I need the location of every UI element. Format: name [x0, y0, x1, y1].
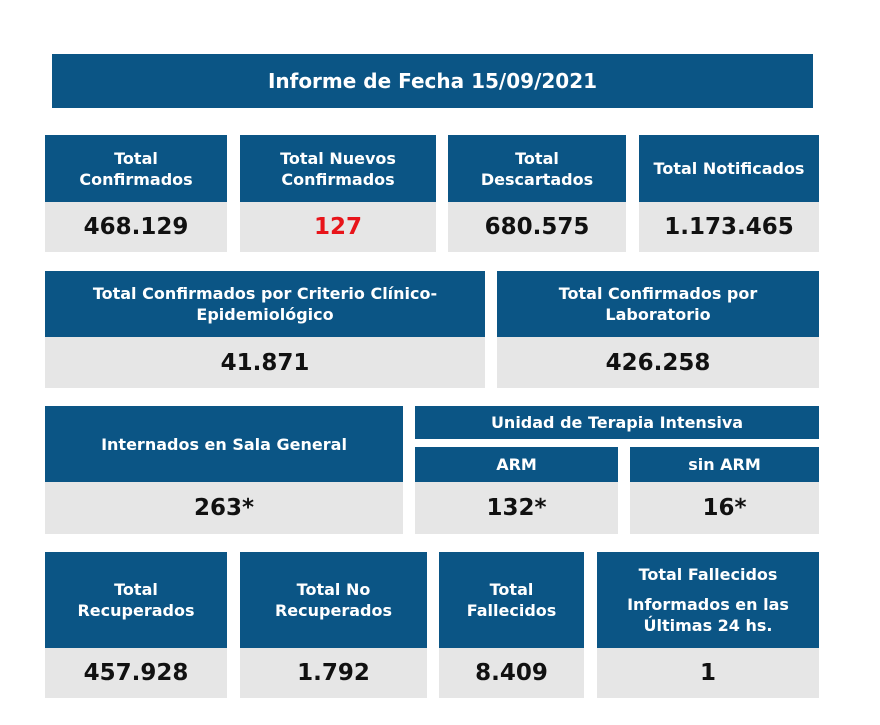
sin-arm-value: 16* — [630, 482, 819, 534]
total-nuevos-confirmados-value: 127 — [240, 202, 436, 252]
fallecidos-24hs-subtitle: Informados en las Últimas 24 hs. — [627, 595, 789, 635]
total-notificados-label: Total Notificados — [639, 135, 819, 202]
total-fallecidos-value: 8.409 — [439, 648, 584, 698]
sin-arm-label: sin ARM — [630, 447, 819, 482]
sala-general-label: Internados en Sala General — [45, 406, 403, 482]
report-title: Informe de Fecha 15/09/2021 — [52, 54, 813, 108]
total-confirmados-label: Total Confirmados — [45, 135, 227, 202]
confirmados-laboratorio-label: Total Confirmados por Laboratorio — [497, 271, 819, 337]
total-recuperados-value: 457.928 — [45, 648, 227, 698]
confirmados-criterio-clinico-label: Total Confirmados por Criterio Clínico-E… — [45, 271, 485, 337]
fallecidos-24hs-value: 1 — [597, 648, 819, 698]
total-descartados-label: Total Descartados — [448, 135, 626, 202]
sala-general-value: 263* — [45, 482, 403, 534]
total-recuperados-label: Total Recuperados — [45, 552, 227, 648]
fallecidos-24hs-label: Total Fallecidos Informados en las Últim… — [597, 552, 819, 648]
arm-value: 132* — [415, 482, 618, 534]
total-descartados-value: 680.575 — [448, 202, 626, 252]
total-nuevos-confirmados-label: Total Nuevos Confirmados — [240, 135, 436, 202]
total-no-recuperados-label: Total No Recuperados — [240, 552, 427, 648]
uti-title: Unidad de Terapia Intensiva — [415, 406, 819, 439]
confirmados-criterio-clinico-value: 41.871 — [45, 337, 485, 388]
confirmados-laboratorio-value: 426.258 — [497, 337, 819, 388]
total-confirmados-value: 468.129 — [45, 202, 227, 252]
fallecidos-24hs-title: Total Fallecidos — [638, 565, 778, 584]
total-fallecidos-label: Total Fallecidos — [439, 552, 584, 648]
total-notificados-value: 1.173.465 — [639, 202, 819, 252]
arm-label: ARM — [415, 447, 618, 482]
total-no-recuperados-value: 1.792 — [240, 648, 427, 698]
